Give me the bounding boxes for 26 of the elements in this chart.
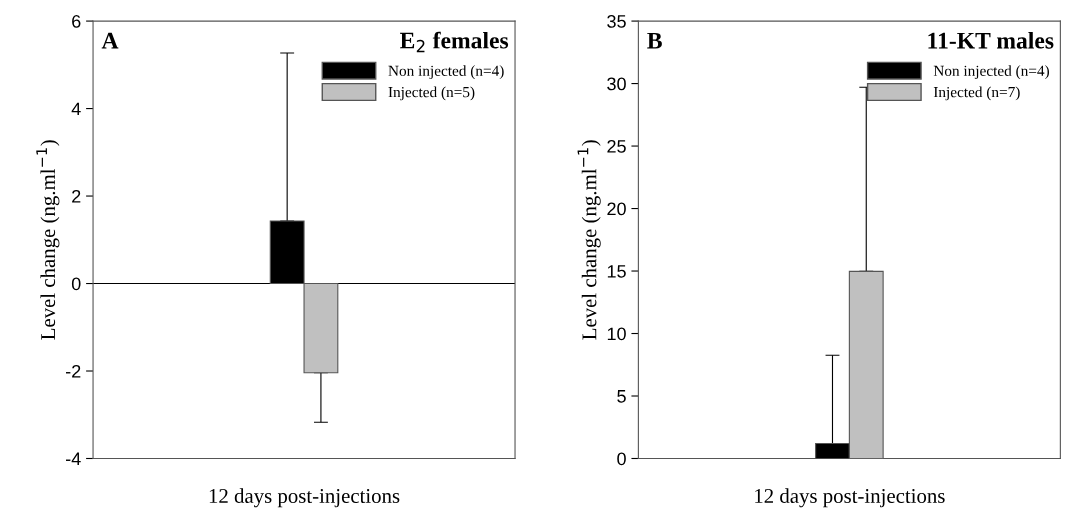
y-tick-label: -4	[66, 452, 81, 466]
y-tick-label: 4	[71, 102, 81, 116]
annotation: B	[647, 32, 662, 49]
y-tick-label: 2	[72, 189, 81, 203]
chart-title: 11-KT males	[928, 32, 1054, 49]
y-tick-label: 35	[607, 15, 626, 28]
annotation: A	[101, 32, 119, 49]
chart-title: E$_{2}$ females	[400, 31, 509, 53]
y-tick-label: 0	[71, 277, 81, 291]
y-tick-label: 25	[607, 139, 626, 153]
y-tick-label: 5	[617, 390, 626, 403]
y-tick-label: 20	[607, 202, 626, 216]
x-axis-title: 12 days post-injections	[755, 488, 945, 508]
legend-label: Non injected (n=4)	[933, 65, 1049, 80]
y-tick-label: -2	[66, 364, 81, 378]
y-tick-label: 15	[607, 265, 626, 278]
legend-label: Non injected (n=4)	[388, 65, 504, 80]
x-axis-title: 12 days post-injections	[209, 488, 400, 508]
y-axis-title: Level change (ng.ml$^{−1}$)	[36, 140, 60, 340]
legend-label: Injected (n=7)	[933, 86, 1020, 101]
legend-label: Injected (n=5)	[388, 86, 475, 101]
y-tick-label: 6	[72, 15, 81, 28]
y-tick-label: 10	[607, 327, 626, 341]
y-axis-title: Level change (ng.ml$^{−1}$)	[577, 140, 601, 340]
y-tick-label: 30	[607, 77, 626, 91]
y-tick-label: 0	[617, 452, 626, 466]
